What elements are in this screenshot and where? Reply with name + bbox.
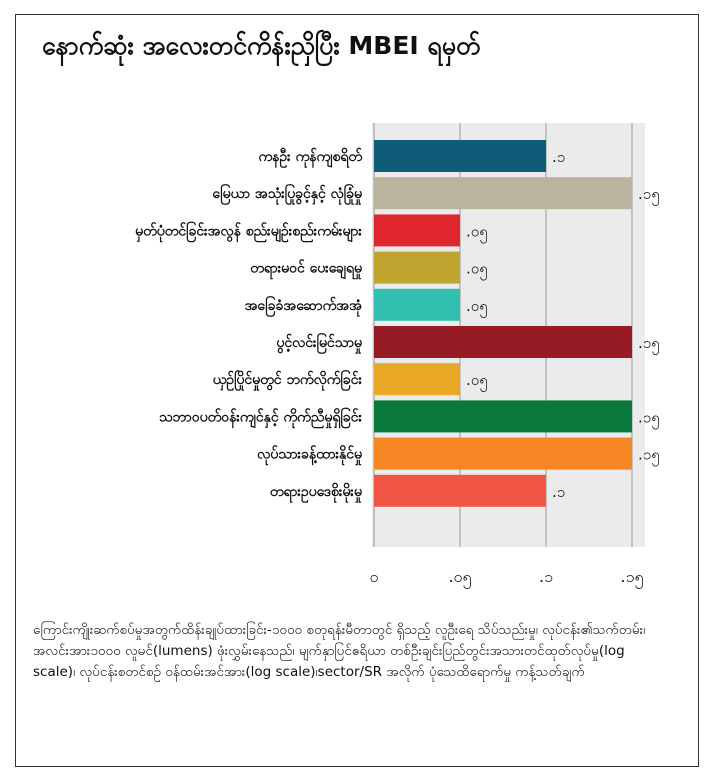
value-label: .၁၅ [638,446,660,467]
value-label: .၀၅ [466,371,488,392]
bar [374,437,632,470]
value-label: .၀၅ [466,260,488,281]
category-label: မြေယာ အသုံးပြုခွင့်နှင့် လုံခြုံမှု [212,184,363,205]
bar [374,177,632,210]
category-label: လုပ်သားခန့်ထားနိုင်မှု [257,446,363,466]
category-label: မှတ်ပုံတင်ခြင်းအလွန် စည်းမျဉ်းစည်းကမ်းမျ… [135,221,362,242]
bar [374,140,546,172]
category-label: ယှဉ်ပြိုင်မှုတွင် ဘက်လိုက်ခြင်း [213,370,363,391]
bar [374,474,546,507]
bar [374,288,460,321]
footnote: ကြောင်းကျိုးဆက်စပ်မှုအတွက်ထိန်းချုပ်ထားခ… [33,622,646,680]
x-tick-label: .၁ [539,567,553,586]
value-label: .၀၅ [466,222,488,243]
bar [374,326,632,358]
category-label: အခြေခံအဆောက်အအုံ [245,296,363,317]
bar [374,251,460,284]
value-label: .၁၅ [638,185,660,206]
category-label: ကနဦး ကုန်ကျစရိတ် [258,148,363,168]
value-label: .၁၅ [638,334,660,355]
x-tick-label: .၀၅ [448,567,471,589]
chart-title: နောက်ဆုံး အလေးတင်ကိန်းညှိပြီး MBEI ရမှတ် [42,31,481,60]
category-labels: ကနဦး ကုန်ကျစရိတ်မြေယာ အသုံးပြုခွင့်နှင့်… [135,148,363,503]
bar [374,214,460,247]
value-label: .၀၅ [466,297,488,318]
x-tick-label: .၁၅ [620,567,643,589]
x-tick-label: ၀ [370,567,379,586]
bar [374,400,632,433]
x-axis-ticks: ၀ .၀၅ .၁ .၁၅ [370,567,644,589]
category-label: ပွင့်လင်းမြင်သာမှု [276,333,363,354]
value-label: .၁ [552,148,565,166]
category-label: သဘာဝပတ်ဝန်းကျင်နှင့် ကိုက်ညီမှုရှိခြင်း [159,407,362,428]
bar-series [374,140,632,507]
value-label: .၁၅ [638,408,660,429]
category-label: တရားမဝင် ပေးချေရမှု [250,260,363,280]
bar [374,363,460,396]
value-label: .၁ [552,483,565,501]
category-label: တရားဥပဒေစိုးမိုးမှု [270,483,363,503]
value-labels: .၁ .၁၅ .၀၅ .၀၅ .၀၅ .၁၅ .၀၅ .၁၅ .၁၅ .၁ [466,148,660,501]
